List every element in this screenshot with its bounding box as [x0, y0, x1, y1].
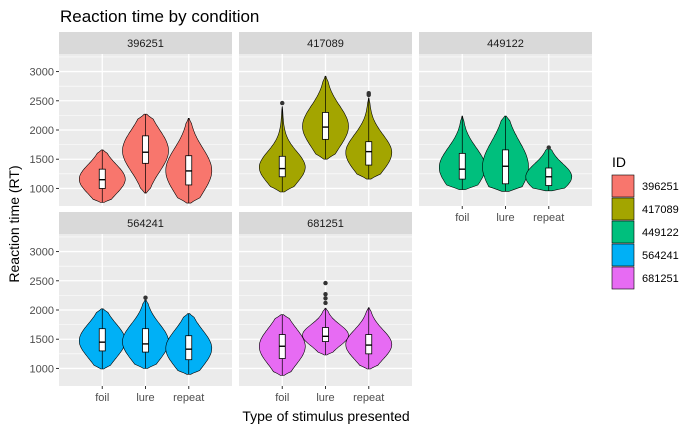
y-tick-label: 2000	[30, 305, 54, 317]
x-tick-label: lure	[496, 212, 514, 224]
facet-strip	[419, 32, 592, 54]
outlier-point	[323, 292, 328, 297]
facet-panels: 396251 1000 1500 2000 2500 3000 417089 449122 fo…	[30, 32, 592, 404]
outlier-point	[143, 295, 148, 300]
panel-449122: 449122 foil lure repeat	[419, 32, 592, 224]
box	[322, 112, 329, 140]
outlier-point	[323, 280, 328, 286]
y-tick-label: 2000	[30, 125, 54, 137]
x-tick-label: lure	[316, 392, 334, 404]
legend-label-564241: 564241	[642, 250, 679, 262]
y-tick-label: 1000	[30, 183, 54, 195]
legend-key-681251	[611, 266, 635, 290]
y-tick-label: 2500	[30, 96, 54, 108]
y-axis-title: Reaction time (RT)	[6, 165, 22, 282]
outlier-point	[323, 300, 328, 306]
panel-396251: 396251 1000 1500 2000 2500 3000	[30, 32, 232, 206]
violin-group-repeat	[345, 307, 393, 370]
y-tick-label: 2500	[30, 276, 54, 288]
box	[98, 328, 106, 352]
facet-strip-label: 417089	[307, 38, 344, 50]
facet-strip	[239, 212, 412, 234]
panel-417089: 417089	[239, 32, 412, 206]
facet-strip-label: 449122	[487, 38, 524, 50]
outlier-point	[546, 145, 551, 150]
outlier-point	[280, 100, 285, 106]
x-tick-label: foil	[455, 212, 469, 224]
facet-strip	[239, 32, 412, 54]
violin-group-repeat	[345, 90, 393, 180]
legend-label-396251: 396251	[642, 181, 679, 193]
box	[365, 334, 373, 355]
x-tick-label: repeat	[173, 392, 204, 404]
panel-564241: 564241 1000 1500 2000 2500 3000 foil lure repeat	[30, 212, 232, 404]
legend-key-417089	[611, 197, 635, 221]
facet-strip-label: 564241	[127, 218, 164, 230]
box	[365, 141, 373, 166]
y-tick-label: 3000	[30, 247, 54, 259]
violin-group-foil	[79, 308, 126, 370]
x-tick-label: lure	[136, 392, 154, 404]
outlier-point	[366, 90, 371, 96]
chart-title: Reaction time by condition	[60, 7, 259, 26]
x-tick-label: repeat	[533, 212, 564, 224]
legend-key-396251	[611, 174, 635, 198]
violin-group-foil	[79, 149, 126, 203]
box	[185, 335, 193, 361]
facet-strip	[59, 32, 232, 54]
y-tick-label: 1000	[30, 363, 54, 375]
legend-label-417089: 417089	[642, 204, 679, 216]
facet-strip	[59, 212, 232, 234]
box	[98, 168, 106, 189]
box	[142, 328, 149, 353]
panel-681251: 681251 foil lure repeat	[239, 212, 412, 404]
violin-group-lure	[482, 115, 529, 192]
legend-key-564241	[611, 243, 635, 267]
box	[458, 152, 466, 180]
legend-label-449122: 449122	[642, 227, 679, 239]
y-tick-label: 1500	[30, 154, 54, 166]
violin-group-lure	[122, 113, 169, 194]
outlier-point	[323, 296, 328, 301]
violin-group-foil	[258, 100, 306, 193]
x-tick-label: foil	[95, 392, 109, 404]
legend-label-681251: 681251	[642, 273, 679, 285]
x-tick-label: repeat	[353, 392, 384, 404]
y-tick-label: 3000	[30, 67, 54, 79]
x-axis-title: Type of stimulus presented	[242, 408, 409, 424]
violin-group-foil	[259, 314, 306, 376]
violin-group-repeat	[165, 118, 213, 204]
violin-group-repeat	[165, 313, 213, 375]
legend-key-449122	[611, 220, 635, 244]
violin-group-lure	[302, 75, 349, 160]
x-tick-label: foil	[275, 392, 289, 404]
y-tick-label: 1500	[30, 334, 54, 346]
violin-group-repeat	[525, 145, 573, 192]
legend: ID 396251 417089 449122 564241 681251	[611, 154, 679, 290]
box	[322, 327, 329, 342]
facet-strip-label: 681251	[307, 218, 344, 230]
box	[142, 135, 149, 164]
box	[278, 155, 286, 178]
facet-strip-label: 396251	[127, 38, 164, 50]
legend-title: ID	[612, 154, 626, 170]
